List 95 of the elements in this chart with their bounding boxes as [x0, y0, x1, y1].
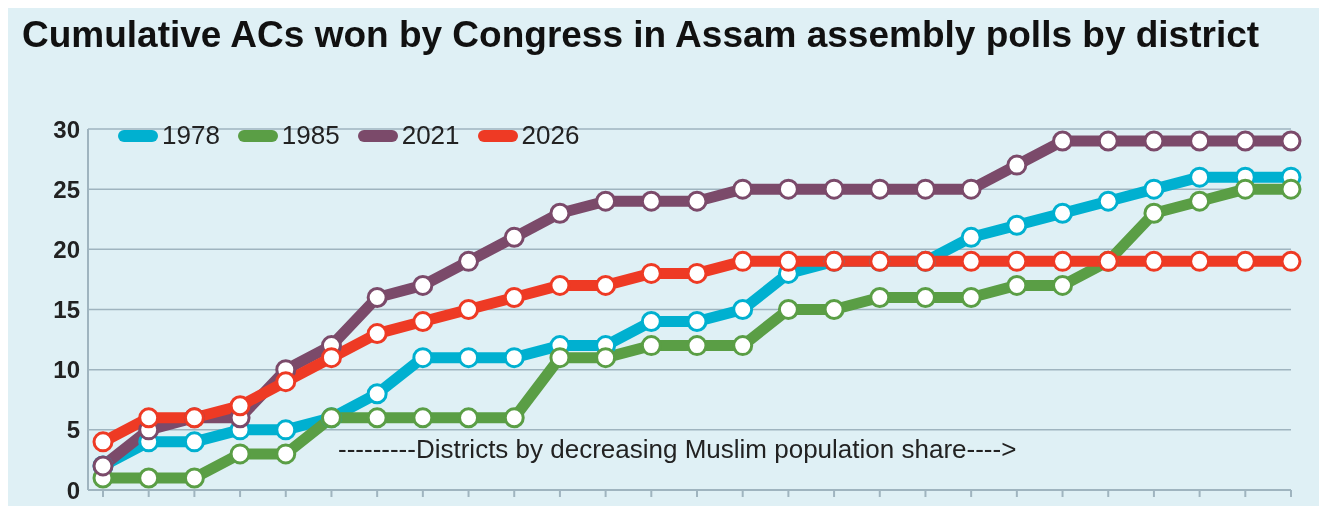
point [1189, 166, 1211, 188]
point [640, 311, 662, 333]
point [686, 190, 708, 212]
point [366, 407, 388, 429]
point [1234, 178, 1256, 200]
legend-label: 1978 [162, 120, 220, 151]
point [1143, 250, 1165, 272]
point [549, 347, 571, 369]
point [1006, 274, 1028, 296]
legend-label: 1985 [281, 120, 340, 151]
point [1280, 130, 1302, 152]
point [960, 286, 982, 308]
point [503, 286, 525, 308]
point [732, 250, 754, 272]
point [869, 178, 891, 200]
point [1189, 190, 1211, 212]
point [320, 347, 342, 369]
point [686, 335, 708, 357]
point [183, 467, 205, 489]
point [595, 347, 617, 369]
point [732, 299, 754, 320]
point [412, 347, 434, 369]
point [503, 226, 525, 248]
y-tick-label: 15 [53, 296, 80, 324]
point [640, 262, 662, 284]
point [412, 407, 434, 429]
point [412, 311, 434, 333]
point [229, 443, 251, 465]
point [914, 178, 936, 200]
point [914, 286, 936, 308]
point [229, 395, 251, 417]
point [1189, 250, 1211, 272]
point [1280, 178, 1302, 200]
point [458, 407, 480, 429]
point [366, 286, 388, 308]
point [275, 371, 297, 393]
point [732, 335, 754, 357]
y-tick-label: 20 [53, 235, 80, 263]
point [549, 202, 571, 224]
legend-label: 2026 [521, 120, 580, 151]
point [1052, 250, 1074, 272]
point [595, 274, 617, 296]
y-tick-label: 5 [66, 416, 80, 444]
point [1143, 130, 1165, 152]
point [275, 419, 297, 441]
point [777, 178, 799, 200]
point [1143, 202, 1165, 224]
y-tick-label: 0 [66, 476, 80, 504]
point [503, 407, 525, 429]
point [1006, 250, 1028, 272]
point [1097, 130, 1119, 152]
point [503, 347, 525, 369]
point [366, 323, 388, 345]
point [823, 178, 845, 200]
point [640, 335, 662, 357]
point [1052, 202, 1074, 224]
y-tick-label: 25 [53, 175, 80, 203]
point [183, 431, 205, 453]
point [823, 299, 845, 320]
point [1052, 274, 1074, 296]
point [412, 274, 434, 296]
point [777, 250, 799, 272]
point [960, 226, 982, 248]
annotation: ---------Districts by decreasing Muslim population share----> [338, 434, 1017, 465]
point [1097, 190, 1119, 212]
point [138, 407, 160, 429]
point [138, 467, 160, 489]
point [1234, 130, 1256, 152]
point [732, 178, 754, 200]
point [960, 250, 982, 272]
point [1189, 130, 1211, 152]
point [92, 431, 114, 453]
point [595, 190, 617, 212]
point [1052, 130, 1074, 152]
point [458, 299, 480, 320]
point [777, 299, 799, 320]
y-tick-label: 30 [53, 115, 80, 143]
point [869, 286, 891, 308]
point [640, 190, 662, 212]
point [1234, 250, 1256, 272]
y-tick-label: 10 [53, 356, 80, 384]
point [1006, 154, 1028, 176]
point [549, 274, 571, 296]
chart-title: Cumulative ACs won by Congress in Assam assembly polls by district [22, 14, 1260, 56]
point [275, 443, 297, 465]
point [686, 262, 708, 284]
point [686, 311, 708, 333]
legend-label: 2021 [401, 120, 460, 151]
point [1006, 214, 1028, 236]
point [366, 383, 388, 405]
point [1280, 250, 1302, 272]
point [458, 347, 480, 369]
point [1143, 178, 1165, 200]
point [458, 250, 480, 272]
point [960, 178, 982, 200]
